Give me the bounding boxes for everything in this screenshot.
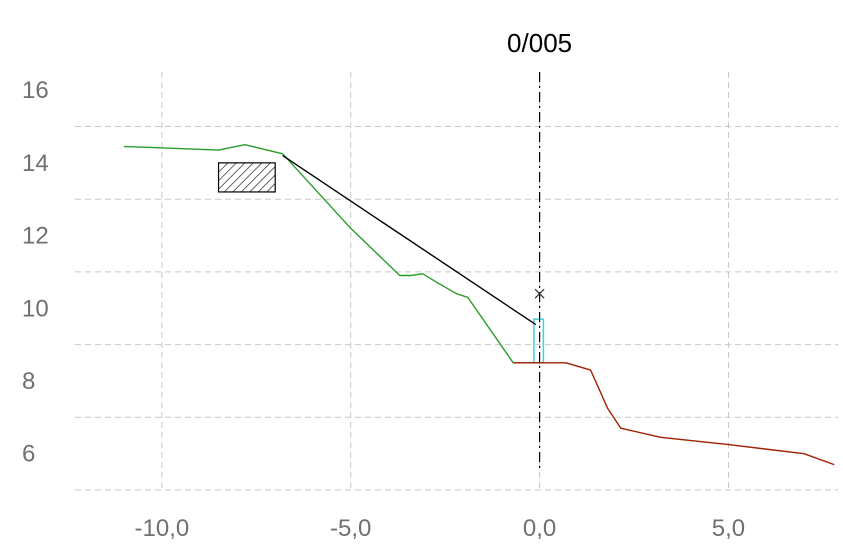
chart-title: 0/005 — [507, 28, 572, 58]
y-tick-label: 14 — [22, 150, 49, 177]
x-tick-label: -5,0 — [330, 515, 371, 542]
tick-labels: -10,0 -5,0 0,0 5,0 6 8 10 12 14 16 — [22, 77, 745, 542]
y-tick-label: 16 — [22, 77, 49, 104]
y-tick-label: 10 — [22, 295, 49, 322]
y-tick-label: 6 — [22, 441, 35, 468]
x-tick-label: 0,0 — [523, 515, 556, 542]
grid — [75, 72, 838, 491]
reference-layer — [534, 72, 545, 470]
cyan-rectangle — [533, 318, 545, 364]
series-line-2 — [282, 155, 537, 326]
cross-marker — [534, 288, 545, 299]
series-line-1 — [513, 362, 835, 466]
y-tick-label: 8 — [22, 368, 35, 395]
y-tick-label: 12 — [22, 223, 49, 250]
series-line-0 — [124, 143, 540, 364]
x-tick-label: 5,0 — [712, 515, 745, 542]
annotation-shapes — [217, 162, 545, 364]
profile-lines — [124, 143, 835, 466]
hatched-rectangle — [217, 162, 276, 193]
x-tick-label: -10,0 — [135, 515, 190, 542]
